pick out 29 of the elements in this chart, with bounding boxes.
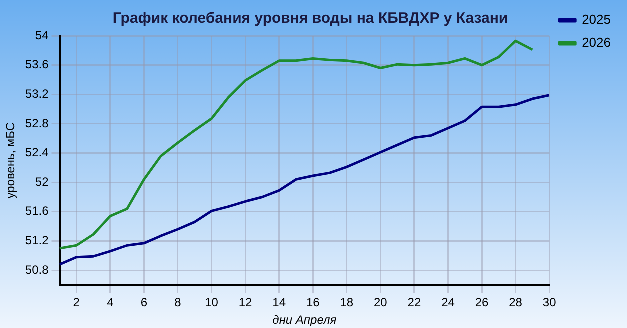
x-tick-label: 10 xyxy=(205,296,219,310)
x-tick-label: 4 xyxy=(107,296,114,310)
y-tick-label: 51.2 xyxy=(25,234,50,248)
x-tick-label: 14 xyxy=(272,296,286,310)
x-tick-label: 22 xyxy=(408,296,422,310)
y-tick-label: 52.8 xyxy=(25,116,50,130)
x-tick-label: 26 xyxy=(475,296,490,310)
x-tick-label: 28 xyxy=(509,296,523,310)
chart-title: График колебания уровня воды на КБВДХР у Казани xyxy=(112,10,508,28)
x-tick-label: 6 xyxy=(140,296,148,310)
y-tick-label: 53.6 xyxy=(25,58,50,72)
x-tick-label: 30 xyxy=(542,296,557,310)
y-tick-label: 52.4 xyxy=(25,146,50,160)
x-tick-label: 20 xyxy=(374,296,388,310)
x-tick-label: 12 xyxy=(238,296,253,310)
x-tick-label: 8 xyxy=(174,296,182,310)
x-tick-label: 16 xyxy=(306,296,320,310)
x-tick-label: 18 xyxy=(340,296,354,310)
y-tick-label: 53.2 xyxy=(25,86,50,101)
y-tick-label: 50.8 xyxy=(25,262,50,277)
legend-label: 2025 xyxy=(582,12,611,28)
legend-label: 2026 xyxy=(582,35,611,50)
y-axis-title: уровень, мБС xyxy=(4,122,18,199)
x-tick-label: 2 xyxy=(73,296,80,310)
y-tick-label: 54 xyxy=(35,28,50,42)
y-tick-label: 52 xyxy=(35,174,50,189)
y-tick-label: 51.6 xyxy=(25,204,50,218)
x-axis-title: дни Апреля xyxy=(272,313,338,328)
x-tick-label: 24 xyxy=(442,296,456,310)
